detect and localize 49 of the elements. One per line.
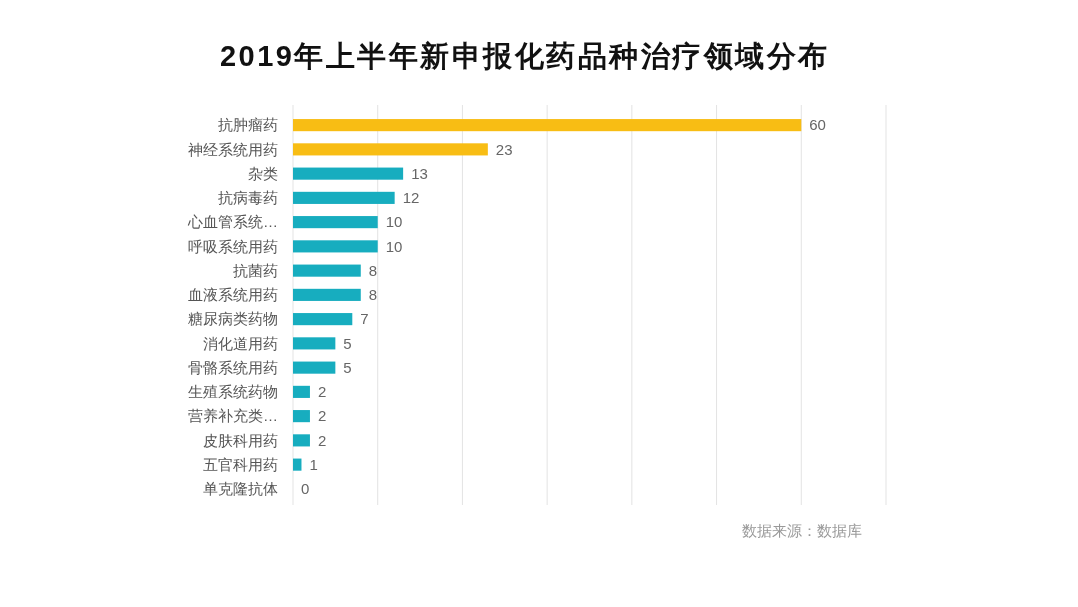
- y-tick-label: 抗病毒药: [218, 189, 278, 207]
- data-label: 0: [301, 480, 310, 498]
- data-label: 23: [495, 140, 513, 158]
- data-label: 10: [385, 237, 403, 255]
- source-note: 数据来源：数据库: [742, 522, 862, 539]
- data-label: 1: [309, 455, 318, 473]
- y-tick-label: 骨骼系统用药: [188, 358, 278, 376]
- bar: [293, 313, 353, 326]
- y-tick-label: 五官科用药: [203, 455, 278, 473]
- y-tick-label: 抗肿瘤药: [218, 116, 278, 134]
- bar: [293, 119, 802, 132]
- data-label: 2: [317, 407, 327, 425]
- data-label: 7: [360, 310, 369, 328]
- bar: [293, 288, 361, 301]
- data-label: 5: [343, 358, 352, 376]
- data-label: 12: [402, 189, 420, 207]
- bar: [293, 361, 336, 374]
- bar: [293, 385, 310, 398]
- y-tick-label: 心血管系统…: [187, 213, 278, 231]
- data-label: 2: [317, 431, 327, 449]
- y-tick-label: 营养补充类…: [188, 407, 278, 425]
- y-tick-label: 杂类: [248, 164, 278, 182]
- y-tick-label: 生殖系统药物: [188, 383, 278, 401]
- y-tick-label: 糖尿病类药物: [188, 310, 278, 328]
- data-label: 5: [343, 334, 352, 352]
- bar: [293, 264, 361, 277]
- y-tick-label: 呼吸系统用药: [188, 237, 278, 255]
- data-label: 60: [809, 116, 826, 134]
- y-tick-label: 消化道用药: [203, 334, 278, 352]
- y-tick-label: 抗菌药: [233, 261, 278, 279]
- bar: [293, 143, 488, 156]
- data-label: 10: [385, 213, 403, 231]
- y-tick-label: 皮肤科用药: [203, 431, 278, 449]
- chart-title: 2019年上半年新申报化药品种治疗领域分布: [219, 40, 831, 72]
- bar: [293, 337, 336, 350]
- bar: [293, 167, 404, 180]
- bar: [293, 434, 310, 447]
- bar: [293, 216, 378, 229]
- y-tick-label: 神经系统用药: [188, 140, 278, 158]
- y-tick-label: 单克隆抗体: [203, 480, 278, 498]
- data-label: 8: [368, 261, 378, 279]
- data-label: 8: [368, 286, 378, 304]
- bar: [293, 191, 395, 204]
- y-tick-label: 血液系统用药: [188, 286, 278, 304]
- bar: [293, 458, 302, 471]
- bar: [293, 240, 378, 253]
- bar: [293, 410, 310, 423]
- data-label: 13: [411, 164, 428, 182]
- data-label: 2: [317, 383, 327, 401]
